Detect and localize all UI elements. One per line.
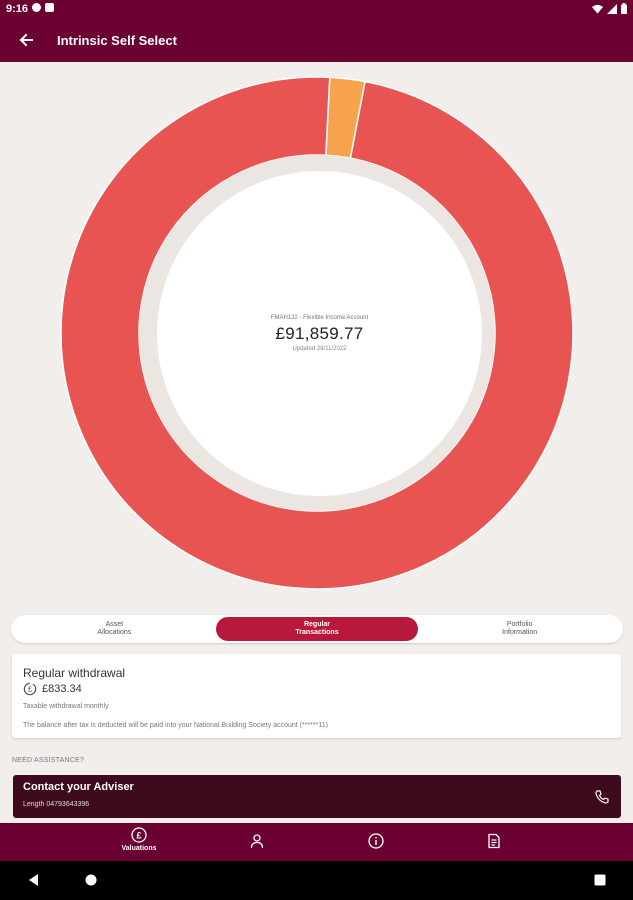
system-home-icon[interactable] bbox=[85, 874, 97, 886]
system-nav-bar bbox=[0, 861, 633, 900]
wifi-icon bbox=[592, 4, 603, 14]
page-title: Intrinsic Self Select bbox=[57, 33, 177, 48]
system-back-icon[interactable] bbox=[28, 874, 40, 886]
app-bar: Intrinsic Self Select bbox=[0, 18, 633, 62]
info-icon bbox=[368, 833, 384, 849]
donut-center: FMAH132 - Flexible Income Account £91,85… bbox=[157, 171, 482, 496]
updated-date: Updated 28/11/2022 bbox=[292, 346, 347, 352]
nav-info[interactable] bbox=[356, 833, 396, 863]
notification-icon bbox=[32, 3, 41, 12]
system-recents-icon[interactable] bbox=[594, 874, 606, 886]
phone-icon bbox=[595, 790, 609, 804]
status-time: 9:16 bbox=[6, 3, 29, 15]
tab-regular-transactions[interactable]: Regular Transactions bbox=[215, 617, 419, 641]
withdrawal-note: The balance after tax is deducted will b… bbox=[23, 722, 328, 729]
nav-valuations-label: Valuations bbox=[121, 845, 157, 852]
account-value: £91,859.77 bbox=[275, 324, 364, 343]
contact-title: Contact your Adviser bbox=[23, 781, 134, 793]
document-icon bbox=[488, 833, 500, 849]
svg-text:£: £ bbox=[28, 687, 32, 694]
withdrawal-amount: £833.34 bbox=[42, 683, 82, 695]
account-name: FMAH132 - Flexible Income Account bbox=[270, 315, 369, 321]
signal-icon bbox=[607, 3, 617, 14]
section-tabs: Asset Allocations Regular Transactions P… bbox=[11, 615, 623, 643]
tab-asset-allocations[interactable]: Asset Allocations bbox=[97, 621, 132, 636]
bottom-nav: £ Valuations bbox=[0, 823, 633, 861]
nav-documents[interactable] bbox=[474, 833, 514, 863]
sd-card-icon bbox=[45, 3, 54, 12]
recurring-pound-icon: £ bbox=[23, 682, 37, 696]
tab-portfolio-information[interactable]: Portfolio Information bbox=[502, 621, 538, 636]
person-icon bbox=[250, 834, 264, 849]
battery-icon bbox=[621, 3, 627, 14]
svg-text:£: £ bbox=[136, 831, 141, 841]
withdrawal-heading: Regular withdrawal bbox=[23, 666, 126, 680]
nav-valuations[interactable]: £ Valuations bbox=[119, 827, 159, 857]
need-assistance-label: NEED ASSISTANCE? bbox=[12, 757, 84, 764]
arrow-left-icon bbox=[19, 33, 33, 47]
regular-withdrawal-card: Regular withdrawal £ £833.34 Taxable wit… bbox=[12, 654, 621, 738]
contact-phone: Length 04793643396 bbox=[23, 801, 90, 808]
contact-adviser-button[interactable]: Contact your Adviser Length 04793643396 bbox=[13, 775, 621, 818]
status-bar: 9:16 bbox=[0, 0, 633, 18]
pound-icon: £ bbox=[131, 827, 147, 843]
withdrawal-frequency: Taxable withdrawal monthly bbox=[23, 703, 109, 710]
nav-profile[interactable] bbox=[237, 833, 277, 863]
back-button[interactable] bbox=[14, 28, 38, 52]
